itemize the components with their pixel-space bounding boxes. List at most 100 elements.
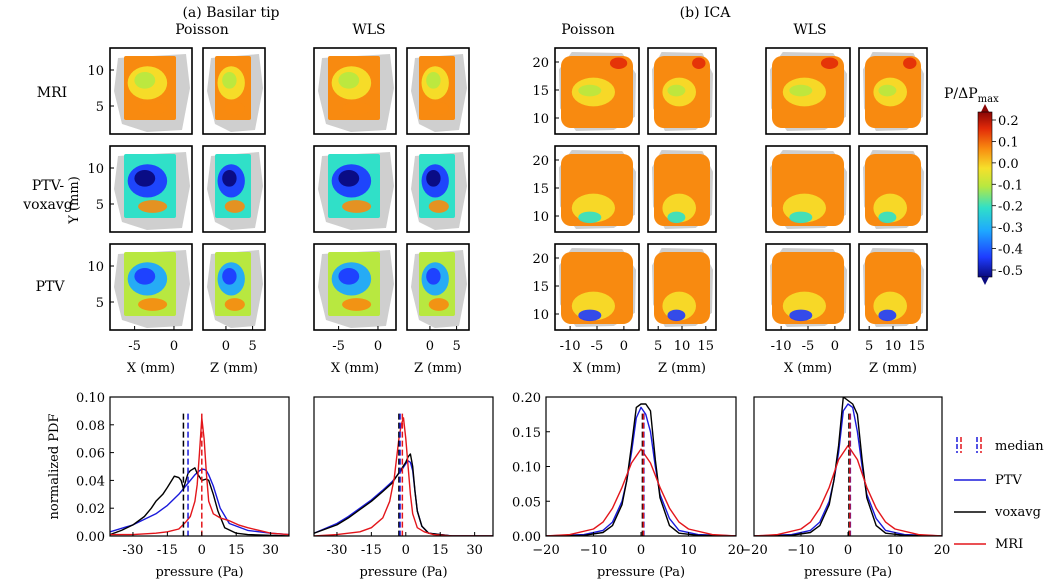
x-tick-label: 5 — [248, 339, 256, 354]
pdf-chart-4: −20 −10 0 10 20 pressure (Pa) — [740, 396, 950, 579]
map-frame — [202, 47, 266, 135]
x-tick-label: 0 — [831, 339, 839, 354]
x-tick-label: 30 — [466, 543, 483, 558]
y-tick-label: 0.00 — [76, 530, 105, 545]
series-line-voxavg — [110, 467, 289, 536]
chart-frame — [109, 396, 290, 537]
method-label-ica-wls: WLS — [793, 22, 826, 38]
y-tick-label: 0.10 — [76, 391, 105, 406]
chart-frame — [545, 396, 737, 537]
series-group — [754, 397, 942, 536]
x-tick-label: −20 — [532, 543, 559, 558]
pressure-region — [224, 200, 245, 213]
x-tick-label: 15 — [432, 543, 449, 558]
x-tick-label: -10 — [560, 339, 581, 354]
y-tick-label: 5 — [96, 198, 104, 213]
x-tick-label: 0 — [402, 543, 410, 558]
map-mri-basilar-wls-z — [406, 47, 470, 135]
pressure-region — [426, 170, 441, 187]
x-tick-label: −10 — [787, 543, 814, 558]
map-ptv-ica-wls-x — [765, 243, 851, 331]
pressure-region — [878, 84, 897, 97]
map-ptv-voxavg-ica-wls-x — [765, 145, 851, 233]
map-ptv-ica-wls-z — [858, 243, 928, 331]
y-axis-label: normalized PDF — [47, 414, 62, 520]
map-ptv-basilar-poisson-z — [202, 243, 266, 331]
map-frame — [406, 243, 470, 331]
pressure-region — [338, 268, 360, 285]
map-frame — [109, 243, 193, 331]
x-tick-label: -15 — [361, 543, 382, 558]
map-frame — [406, 47, 470, 135]
y-tick-label: 10 — [87, 162, 104, 177]
colorbar-tick-label: 0.1 — [998, 135, 1019, 150]
y-tick-label: 10 — [87, 64, 104, 79]
map-mri-basilar-poisson-z — [202, 47, 266, 135]
legend-median-label: median — [995, 439, 1044, 454]
pressure-maps: 10 5 20 15 10 10 5 20 15 10 10 5 20 15 10 -5 0 X (mm) 0 5 Z … — [87, 47, 928, 376]
x-axis-label: X (mm) — [331, 361, 379, 376]
colorbar-gradient — [977, 111, 993, 278]
x-tick-label: -30 — [122, 543, 143, 558]
pressure-region — [134, 170, 156, 187]
pressure-region — [878, 309, 897, 322]
map-frame — [406, 145, 470, 233]
pressure-region — [789, 211, 813, 224]
method-label-ica-poisson: Poisson — [561, 22, 615, 38]
x-tick-label: 30 — [262, 543, 279, 558]
x-tick-label: 10 — [887, 543, 904, 558]
colorbar-tick-label: -0.5 — [998, 264, 1023, 279]
pressure-region — [338, 72, 360, 89]
x-axis-label: pressure (Pa) — [597, 565, 685, 579]
pressure-region — [138, 200, 168, 213]
pressure-region — [342, 200, 372, 213]
pressure-region — [789, 84, 813, 97]
pressure-region — [222, 72, 237, 89]
pressure-region — [224, 298, 245, 311]
map-frame — [765, 145, 851, 233]
pressure-region — [222, 170, 237, 187]
colorbar-label-main: P/ΔP — [944, 86, 978, 102]
pressure-region — [903, 57, 917, 69]
series-line-ptv — [314, 460, 493, 536]
x-tick-label: -15 — [157, 543, 178, 558]
pressure-region — [692, 57, 706, 69]
map-mri-ica-poisson-x — [554, 47, 640, 135]
map-ptv-voxavg-basilar-poisson-z — [202, 145, 266, 233]
pressure-region — [428, 298, 449, 311]
y-tick-label: 15 — [532, 182, 549, 197]
y-tick-label: 0.04 — [76, 474, 105, 489]
map-frame — [765, 47, 851, 135]
x-tick-label: -5 — [802, 339, 815, 354]
colorbar-tick-label: -0.3 — [998, 221, 1023, 236]
x-axis-label: X (mm) — [127, 361, 175, 376]
chart-frame — [313, 396, 494, 537]
method-label-basilar-poisson: Poisson — [175, 22, 229, 38]
x-tick-label: 0 — [222, 339, 230, 354]
pressure-region — [222, 268, 237, 285]
colorbar-tick-label: -0.1 — [998, 178, 1023, 193]
map-ptv-voxavg-basilar-wls-z — [406, 145, 470, 233]
pressure-region — [578, 211, 602, 224]
pdf-chart-2: -30 -15 0 15 30 pressure (Pa) — [313, 396, 494, 579]
pressure-region — [134, 268, 156, 285]
y-tick-label: 20 — [532, 154, 549, 169]
map-ptv-basilar-wls-x — [313, 243, 397, 331]
pressure-region — [428, 200, 449, 213]
x-tick-label: 10 — [680, 543, 697, 558]
x-tick-label: 0 — [426, 339, 434, 354]
x-tick-label: 10 — [674, 339, 691, 354]
map-mri-basilar-poisson-x — [109, 47, 193, 135]
series-line-mri — [754, 444, 942, 536]
row-label-mri: MRI — [37, 85, 67, 101]
x-tick-label: 0 — [637, 543, 645, 558]
map-ptv-voxavg-basilar-poisson-x — [109, 145, 193, 233]
x-tick-label: 0 — [844, 543, 852, 558]
x-tick-label: 15 — [909, 339, 926, 354]
map-frame — [313, 145, 397, 233]
map-frame — [554, 47, 640, 135]
pressure-region — [342, 102, 372, 115]
series-line-mri — [110, 417, 289, 536]
y-tick-label: 0.02 — [76, 502, 105, 517]
colorbar-tick-label: -0.4 — [998, 243, 1023, 258]
